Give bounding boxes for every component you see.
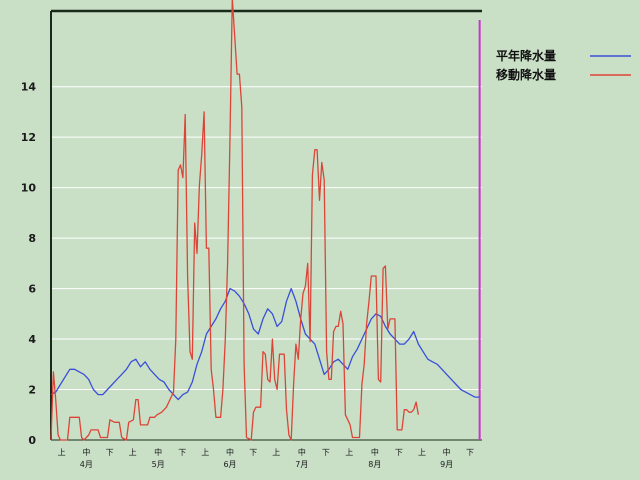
plot-area: 0 2 4 6 8 10 12 14 上 中 下 4月 上 中 下 5月 上 中 下 6月 上 中 下 7月 上 中 下 8月 上 中 下 9… xyxy=(21,0,482,469)
legend-label-2: 移動降水量 xyxy=(496,67,556,82)
series-line-2 xyxy=(50,0,420,441)
x-decade-label: 中 xyxy=(371,447,379,457)
x-decade-label: 上 xyxy=(272,448,280,457)
x-month-label: 6月 xyxy=(223,460,236,469)
x-decade-label: 下 xyxy=(466,448,474,457)
x-month-label: 9月 xyxy=(440,460,453,469)
series-line-1 xyxy=(50,287,480,401)
x-month-label: 8月 xyxy=(368,460,381,469)
x-decade-label: 下 xyxy=(106,448,114,457)
y-tick-label: 2 xyxy=(28,384,36,397)
x-decade-label: 上 xyxy=(418,448,426,457)
x-decade-label: 下 xyxy=(395,448,403,457)
x-decade-label: 中 xyxy=(154,447,162,457)
x-decade-label: 中 xyxy=(443,447,451,457)
y-tick-label: 4 xyxy=(28,333,36,346)
y-tick-label: 10 xyxy=(21,182,37,195)
x-decade-label: 下 xyxy=(322,448,330,457)
x-month-label: 5月 xyxy=(152,460,165,469)
x-decade-label: 中 xyxy=(82,447,90,457)
x-decade-label: 下 xyxy=(178,448,186,457)
legend-label-1: 平年降水量 xyxy=(496,48,556,63)
x-month-label: 7月 xyxy=(295,460,308,469)
x-decade-label: 中 xyxy=(226,447,234,457)
y-tick-label: 12 xyxy=(21,131,36,144)
x-decade-label: 上 xyxy=(345,448,353,457)
y-tick-label: 6 xyxy=(28,283,36,296)
x-decade-label: 上 xyxy=(201,448,209,457)
y-tick-label: 8 xyxy=(28,232,36,245)
y-tick-label: 14 xyxy=(21,81,37,94)
x-month-label: 4月 xyxy=(80,460,93,469)
x-decade-label: 上 xyxy=(58,448,66,457)
x-decade-label: 上 xyxy=(129,448,137,457)
x-decade-label: 下 xyxy=(249,448,257,457)
y-tick-label: 0 xyxy=(28,434,36,447)
x-decade-label: 中 xyxy=(298,447,306,457)
